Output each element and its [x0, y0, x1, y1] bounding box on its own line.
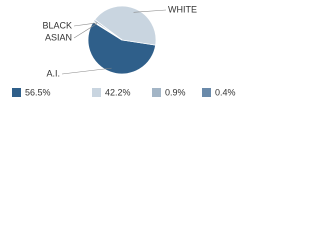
leader-line: [61, 67, 112, 75]
pie-slice: [87, 21, 157, 75]
legend-label: 42.2%: [105, 87, 131, 97]
legend-label: 56.5%: [25, 87, 51, 97]
slice-label: A.I.: [46, 68, 60, 78]
slice-label: WHITE: [168, 4, 197, 14]
legend-swatch: [92, 88, 101, 97]
legend-swatch: [12, 88, 21, 97]
legend-label: 0.4%: [215, 87, 236, 97]
leader-line: [73, 23, 97, 39]
legend-swatch: [152, 88, 161, 97]
legend-label: 0.9%: [165, 87, 186, 97]
legend-swatch: [202, 88, 211, 97]
pie-slice: [92, 20, 123, 41]
slice-label: ASIAN: [45, 32, 72, 42]
slice-label: BLACK: [42, 20, 72, 30]
pie-slice: [94, 5, 157, 46]
leader-line: [133, 9, 167, 13]
leader-line: [73, 22, 98, 27]
chart: A.I. WHITE BLACK ASIAN 56.5% 42.2% 0.9% 0.4%: [12, 4, 236, 97]
